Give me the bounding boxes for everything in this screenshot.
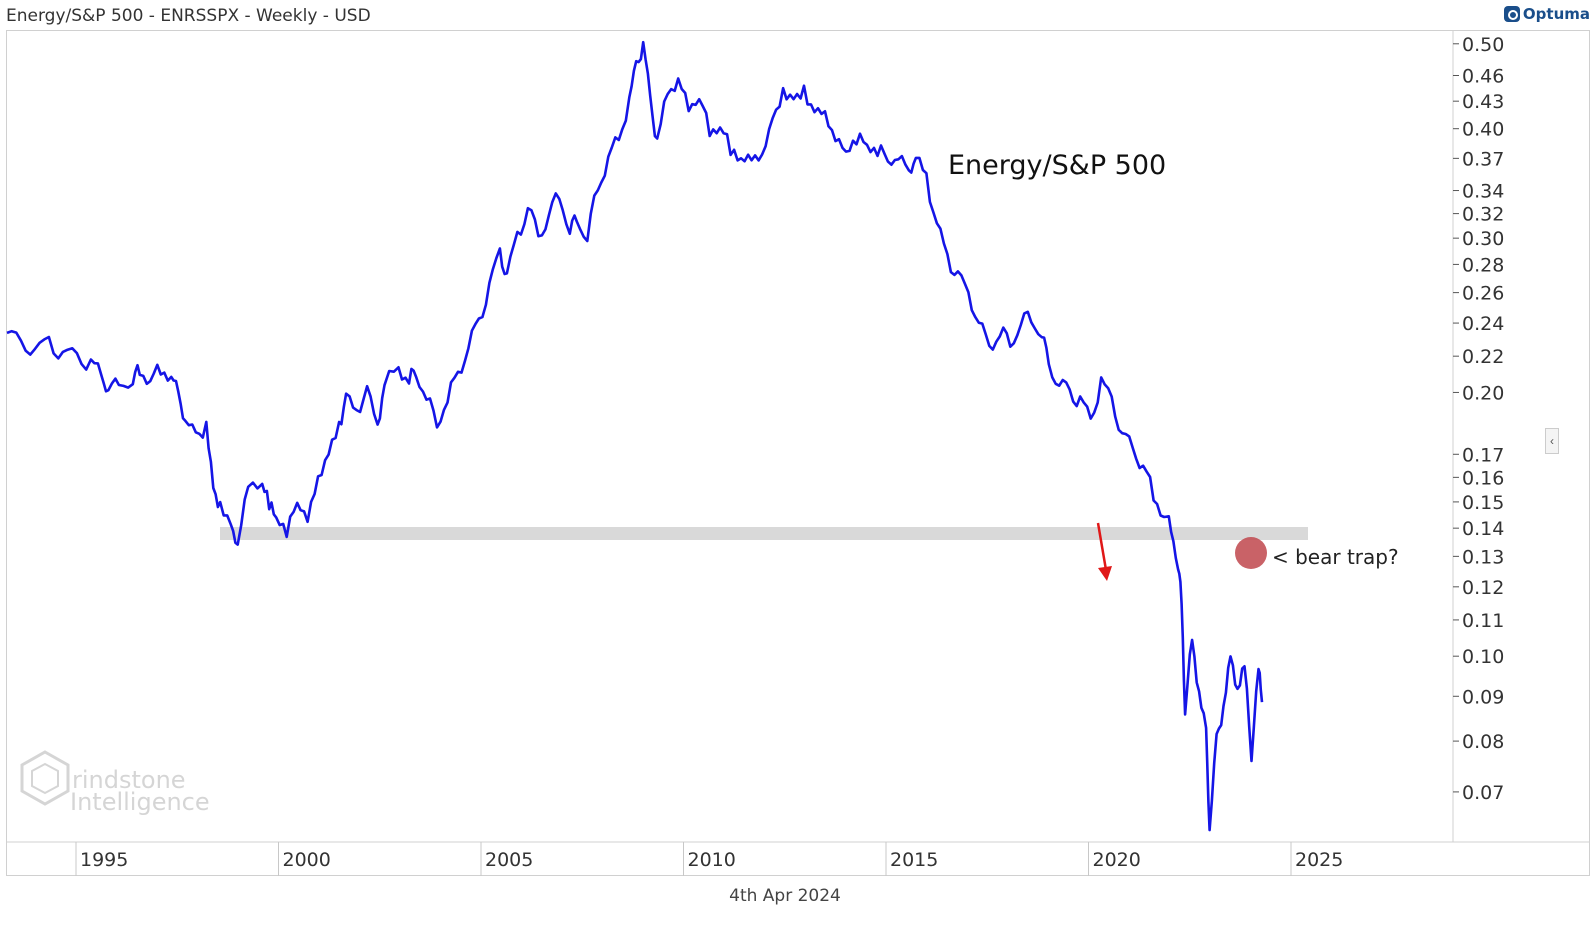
- breakdown-arrow-head: [1098, 566, 1112, 581]
- plot-frame: [6, 30, 1590, 876]
- x-tick-label: 2025: [1295, 849, 1343, 871]
- x-tick-label: 1995: [80, 849, 128, 871]
- y-tick-label: 0.50: [1462, 34, 1504, 56]
- y-axis: 0.50 0.46 0.43 0.40 0.37 0.340.320.30 0.28 0.26…: [1453, 34, 1504, 804]
- x-tick-label: 2015: [890, 849, 938, 871]
- y-tick-label: 0.43: [1462, 91, 1504, 113]
- breakdown-arrow: [1096, 522, 1108, 571]
- y-tick-label: 0.14: [1462, 518, 1504, 540]
- brand-name: Optuma: [1522, 5, 1590, 23]
- y-tick-label: 0.07: [1462, 782, 1504, 804]
- y-tick-label: 0.17: [1462, 444, 1504, 466]
- y-tick-label: 0.10: [1462, 646, 1504, 668]
- panel-collapse-button[interactable]: ‹: [1545, 428, 1559, 454]
- chart-header-title: Energy/S&P 500 - ENRSSPX - Weekly - USD: [6, 6, 371, 26]
- watermark: rindstone Intelligence: [20, 750, 210, 816]
- y-tick-label: 0.16: [1462, 467, 1504, 489]
- y-tick-label: 0.20: [1462, 382, 1504, 404]
- y-tick-label: 0.13: [1462, 546, 1504, 568]
- watermark-hexagon-icon: [20, 750, 70, 806]
- series-line: [6, 40, 1264, 832]
- y-tick-label: 0.08: [1462, 731, 1504, 753]
- y-tick-label: 0.12: [1462, 577, 1504, 599]
- x-tick-label: 2000: [283, 849, 331, 871]
- y-tick-label: 0.40: [1462, 119, 1504, 141]
- watermark-line1: rindstone: [72, 766, 186, 794]
- y-tick-label: 0.15: [1462, 492, 1504, 514]
- x-axis: 1995 2000 2005 2010 2015 2020 2025: [75, 842, 1343, 876]
- y-tick-label: 0.30: [1462, 228, 1504, 250]
- brand-logo: Optuma: [1503, 5, 1590, 23]
- support-band: [220, 527, 1308, 540]
- series-layer: [6, 40, 1264, 832]
- y-tick-label: 0.22: [1462, 346, 1504, 368]
- bear-trap-marker: [1235, 537, 1267, 569]
- chart-date-label: 4th Apr 2024: [729, 886, 841, 906]
- x-tick-label: 2010: [688, 849, 736, 871]
- x-tick-label: 2020: [1093, 849, 1141, 871]
- watermark-hexagon-inner-icon: [31, 762, 59, 795]
- annotation-chart-title: Energy/S&P 500: [948, 150, 1166, 181]
- optuma-logo-icon: [1503, 6, 1520, 22]
- y-tick-label: 0.37: [1462, 148, 1504, 170]
- watermark-line2: Intelligence: [70, 788, 210, 816]
- y-tick-label: 0.34: [1462, 181, 1504, 203]
- x-tick-label: 2005: [485, 849, 533, 871]
- y-tick-label: 0.11: [1462, 610, 1504, 632]
- y-tick-label: 0.28: [1462, 254, 1504, 276]
- y-tick-label: 0.09: [1462, 686, 1504, 708]
- y-tick-label: 0.24: [1462, 313, 1504, 335]
- y-tick-label: 0.32: [1462, 204, 1504, 226]
- y-tick-label: 0.46: [1462, 66, 1504, 88]
- annotation-bear-trap: < bear trap?: [1272, 545, 1399, 569]
- y-tick-label: 0.26: [1462, 283, 1504, 305]
